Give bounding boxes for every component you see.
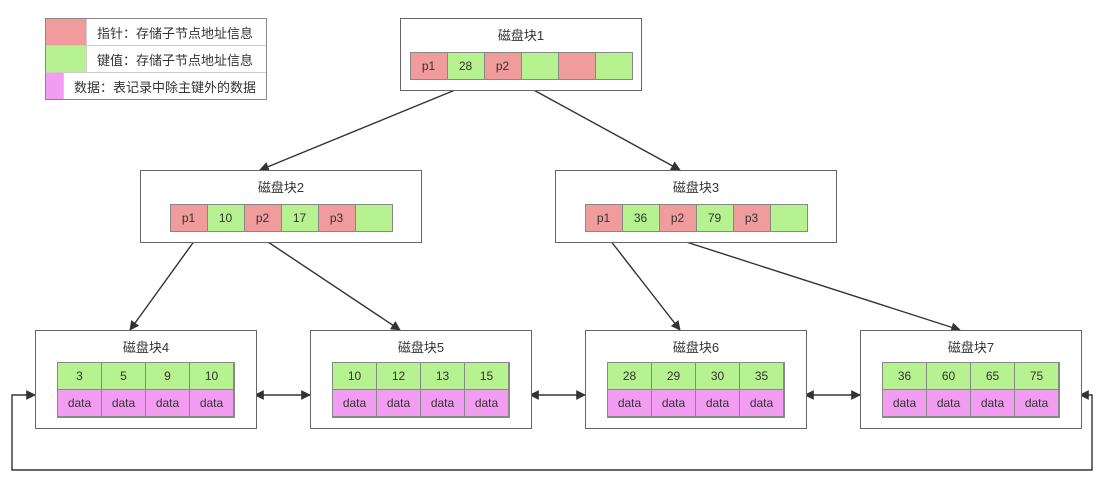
legend-label: 数据：表记录中除主键外的数据 [64,77,266,96]
leaf-data-cell: data [651,389,696,417]
leaf-data-cell: data [739,389,784,417]
pointer-cell: p3 [318,204,356,232]
pointer-cell: p2 [484,52,522,80]
legend-swatch-key [46,46,87,72]
leaf-data-cell: data [464,389,509,417]
key-cell [521,52,559,80]
leaf-data-cell: data [420,389,465,417]
pointer-cell: p1 [585,204,623,232]
leaf-key-cell: 13 [420,362,465,390]
leaf-data-cell: data [926,389,971,417]
block-title: 磁盘块2 [141,171,421,198]
key-cell: 79 [696,204,734,232]
leaf-key-cell: 10 [189,362,234,390]
legend-row: 键值：存储子节点地址信息 [46,46,266,73]
leaf-data-cell: data [332,389,377,417]
legend: 指针：存储子节点地址信息键值：存储子节点地址信息数据：表记录中除主键外的数据 [45,18,267,100]
pointer-cell [558,52,596,80]
legend-label: 键值：存储子节点地址信息 [87,50,263,69]
disk-block-b1: 磁盘块1 p128p2 [400,18,642,91]
leaf-key-cell: 65 [970,362,1015,390]
leaf-key-cell: 35 [739,362,784,390]
leaf-key-cell: 29 [651,362,696,390]
disk-block-b5: 磁盘块510121315datadatadatadata [310,330,532,429]
key-cell: 28 [447,52,485,80]
disk-block-b3: 磁盘块3 p136p279p3 [555,170,837,243]
leaf-data-cell: data [101,389,146,417]
key-cell [595,52,633,80]
block-title: 磁盘块4 [36,331,256,358]
leaf-data-cell: data [57,389,102,417]
disk-block-b2: 磁盘块2 p110p217p3 [140,170,422,243]
leaf-key-cell: 36 [882,362,927,390]
key-cell [355,204,393,232]
disk-block-b4: 磁盘块435910datadatadatadata [35,330,257,429]
pointer-cell: p3 [733,204,771,232]
pointer-cell: p1 [170,204,208,232]
leaf-data-cell: data [376,389,421,417]
leaf-data-cell: data [1014,389,1059,417]
leaf-key-cell: 9 [145,362,190,390]
leaf-data-cell: data [882,389,927,417]
block-title: 磁盘块5 [311,331,531,358]
block-title: 磁盘块6 [586,331,806,358]
leaf-data-cell: data [695,389,740,417]
leaf-data-cell: data [145,389,190,417]
key-cell [770,204,808,232]
leaf-key-cell: 10 [332,362,377,390]
leaf-data-cell: data [189,389,234,417]
legend-row: 指针：存储子节点地址信息 [46,19,266,46]
key-cell: 36 [622,204,660,232]
legend-row: 数据：表记录中除主键外的数据 [46,73,266,99]
block-title: 磁盘块7 [861,331,1081,358]
leaf-key-cell: 15 [464,362,509,390]
key-cell: 17 [281,204,319,232]
pointer-cell: p2 [659,204,697,232]
block-title: 磁盘块3 [556,171,836,198]
disk-block-b7: 磁盘块736606575datadatadatadata [860,330,1082,429]
disk-block-b6: 磁盘块628293035datadatadatadata [585,330,807,429]
leaf-data-cell: data [607,389,652,417]
legend-label: 指针：存储子节点地址信息 [87,23,263,42]
pointer-cell: p2 [244,204,282,232]
legend-swatch-pointer [46,19,87,45]
leaf-data-cell: data [970,389,1015,417]
leaf-key-cell: 28 [607,362,652,390]
leaf-key-cell: 75 [1014,362,1059,390]
leaf-key-cell: 5 [101,362,146,390]
pointer-cell: p1 [410,52,448,80]
leaf-key-cell: 60 [926,362,971,390]
block-title: 磁盘块1 [401,19,641,46]
key-cell: 10 [207,204,245,232]
legend-swatch-data [46,73,64,99]
leaf-key-cell: 12 [376,362,421,390]
leaf-key-cell: 3 [57,362,102,390]
leaf-key-cell: 30 [695,362,740,390]
